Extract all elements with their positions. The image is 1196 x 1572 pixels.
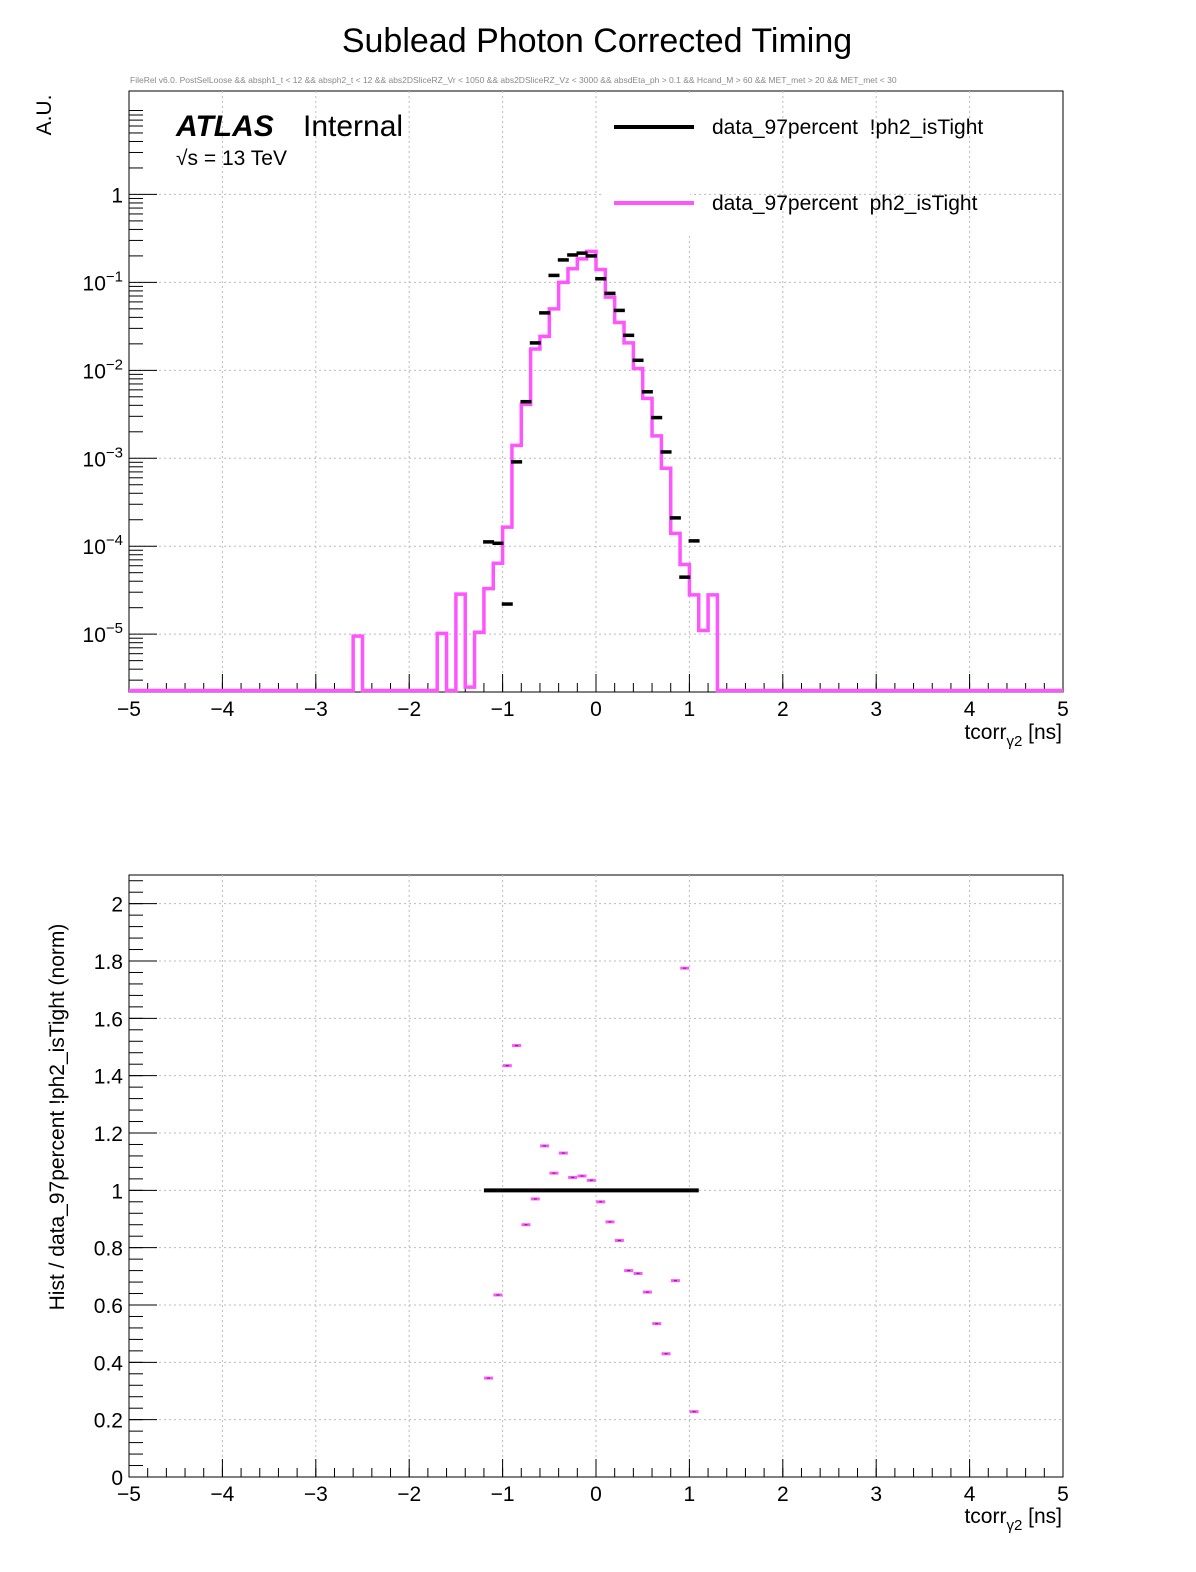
bottom-marks xyxy=(483,966,699,1414)
top-y-tick-label: 10−4 xyxy=(83,532,123,559)
top-x-tick-label: 3 xyxy=(870,698,882,721)
top-y-tick-label: 10−3 xyxy=(83,444,123,471)
top-panel: −5 −4 −3 −2 −1 0 1 2 3 4 5 1 10−1 10−2 10−3 10−4 10−5 A.U… xyxy=(33,90,1069,750)
bottom-x-tick-label: −1 xyxy=(491,1483,515,1506)
top-marks xyxy=(129,249,1063,693)
top-x-tick-label: −5 xyxy=(117,698,141,721)
top-labels: −5 −4 −3 −2 −1 0 1 2 3 4 5 1 10−1 10−2 10−3 10−4 10−5 A.U… xyxy=(33,95,1069,750)
bottom-x-tick-label: 5 xyxy=(1057,1483,1069,1506)
bottom-y-tick-label: 0.6 xyxy=(94,1295,123,1318)
top-y-tick-label: 10−5 xyxy=(83,620,123,647)
bottom-x-tick-label: 4 xyxy=(964,1483,976,1506)
bottom-y-tick-label: 0.8 xyxy=(94,1238,123,1261)
bottom-y-tick-label: 1.6 xyxy=(94,1008,123,1031)
top-x-tick-label: 1 xyxy=(684,698,696,721)
magenta-step-histogram xyxy=(129,249,1063,693)
bottom-x-tick-label: 0 xyxy=(590,1483,602,1506)
top-x-tick-label: 5 xyxy=(1057,698,1069,721)
legend-label-black: data_97percent !ph2_isTight xyxy=(712,116,983,139)
bottom-x-tick-label: 2 xyxy=(777,1483,789,1506)
top-x-tick-label: −1 xyxy=(491,698,515,721)
bottom-y-tick-label: 0.2 xyxy=(94,1410,123,1433)
bottom-ticks xyxy=(128,880,1064,1478)
bottom-y-tick-label: 0 xyxy=(111,1467,123,1490)
top-x-tick-label: −2 xyxy=(397,698,421,721)
bottom-x-axis-title: tcorrγ2 [ns] xyxy=(964,1505,1062,1534)
bottom-y-tick-label: 1.2 xyxy=(94,1123,123,1146)
bottom-labels: −5 −4 −3 −2 −1 0 1 2 3 4 5 0 0.2 0.4 0.6 0.8 1 1.2 1.4 1.6 1… xyxy=(46,894,1069,1534)
top-x-tick-label: −4 xyxy=(210,698,234,721)
top-x-tick-label: 4 xyxy=(964,698,976,721)
chart-title: Sublead Photon Corrected Timing xyxy=(342,22,852,60)
bottom-y-tick-label: 1 xyxy=(111,1180,123,1203)
legend: data_97percent !ph2_isTight data_97perce… xyxy=(604,96,983,236)
bottom-y-tick-label: 1.8 xyxy=(94,951,123,974)
bottom-x-tick-label: −5 xyxy=(117,1483,141,1506)
atlas-status: Internal xyxy=(303,110,403,143)
top-x-tick-label: −3 xyxy=(304,698,328,721)
atlas-label: ATLAS xyxy=(175,110,274,143)
bottom-y-tick-label: 1.4 xyxy=(94,1066,124,1089)
energy-label: √s = 13 TeV xyxy=(176,147,287,170)
top-y-tick-label: 10−2 xyxy=(83,356,123,383)
cut-string: FileRel v6.0. PostSelLoose && absph1_t <… xyxy=(130,75,897,85)
bottom-y-tick-label: 0.4 xyxy=(94,1352,124,1375)
top-x-axis-title: tcorrγ2 [ns] xyxy=(964,721,1062,750)
legend-label-magenta: data_97percent ph2_isTight xyxy=(712,192,978,215)
bottom-x-tick-label: 1 xyxy=(684,1483,696,1506)
bottom-panel: −5 −4 −3 −2 −1 0 1 2 3 4 5 0 0.2 0.4 0.6 0.8 1 1.2 1.4 1.6 1… xyxy=(46,874,1069,1534)
top-y-axis-title: A.U. xyxy=(33,95,56,136)
top-y-tick-label: 1 xyxy=(111,184,123,207)
bottom-x-tick-label: −4 xyxy=(210,1483,234,1506)
bottom-y-tick-label: 2 xyxy=(111,894,123,917)
bottom-y-axis-title: Hist / data_97percent !ph2_isTight (norm… xyxy=(46,924,69,1311)
legend-box xyxy=(604,96,690,236)
top-x-tick-label: 0 xyxy=(590,698,602,721)
bottom-x-tick-label: 3 xyxy=(870,1483,882,1506)
top-x-tick-label: 2 xyxy=(777,698,789,721)
top-y-tick-label: 10−1 xyxy=(83,268,123,295)
bottom-x-tick-label: −2 xyxy=(397,1483,421,1506)
bottom-x-tick-label: −3 xyxy=(304,1483,328,1506)
